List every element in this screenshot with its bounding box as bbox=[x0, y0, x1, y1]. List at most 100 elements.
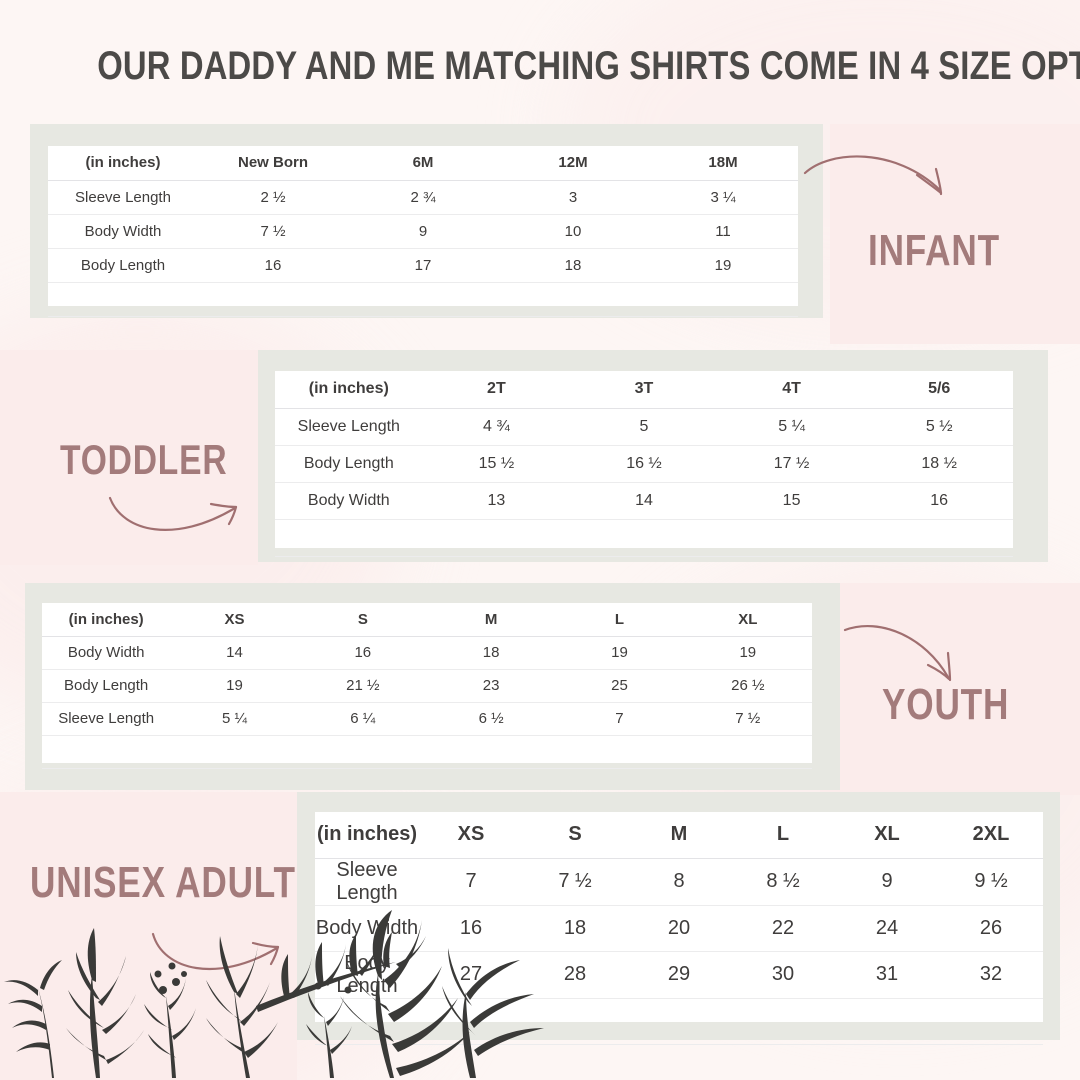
column-header: L bbox=[555, 603, 684, 637]
table-row: Body Width 16 18 20 22 24 26 bbox=[315, 905, 1043, 952]
column-header: 5/6 bbox=[865, 371, 1013, 409]
table-cell: 28 bbox=[523, 951, 627, 999]
category-label-infant: INFANT bbox=[868, 226, 1000, 275]
column-header: 2XL bbox=[939, 812, 1043, 859]
table-cell: 18 bbox=[498, 248, 648, 283]
table-row: Sleeve Length 2 ½ 2 ¾ 3 3 ¼ bbox=[48, 180, 798, 215]
table-cell: 19 bbox=[683, 636, 812, 670]
column-header-unit: (in inches) bbox=[275, 371, 423, 409]
column-header: S bbox=[298, 603, 427, 637]
table-cell: 30 bbox=[731, 951, 835, 999]
table-cell: 23 bbox=[426, 669, 556, 703]
column-header: 6M bbox=[348, 146, 498, 181]
table-cell: 25 bbox=[555, 669, 684, 703]
row-label: Body Width bbox=[48, 214, 198, 249]
table-cell: 24 bbox=[835, 905, 939, 952]
table-cell: 16 bbox=[298, 636, 427, 670]
table-row: Body Length 15 ½ 16 ½ 17 ½ 18 ½ bbox=[275, 445, 1013, 483]
table-row: Sleeve Length 5 ¼ 6 ¼ 6 ½ 7 7 ½ bbox=[42, 702, 812, 736]
table-cell: 17 bbox=[348, 248, 498, 283]
column-header-unit: (in inches) bbox=[48, 146, 198, 181]
column-header: M bbox=[426, 603, 556, 637]
table-row: Body Width 7 ½ 9 10 11 bbox=[48, 214, 798, 249]
row-label: Body Length bbox=[48, 248, 198, 283]
table-cell: 22 bbox=[731, 905, 835, 952]
table-cell: 17 ½ bbox=[717, 445, 866, 483]
table-cell: 31 bbox=[835, 951, 939, 999]
column-header-unit: (in inches) bbox=[42, 603, 171, 637]
table-cell: 13 bbox=[422, 482, 571, 520]
table-row: Body Width 14 16 18 19 19 bbox=[42, 636, 812, 670]
column-header-unit: (in inches) bbox=[315, 812, 419, 859]
table-row: Body Width 13 14 15 16 bbox=[275, 482, 1013, 520]
table-cell: 18 bbox=[523, 905, 627, 952]
table-cell: 6 ½ bbox=[426, 702, 556, 736]
table-cell: 5 ¼ bbox=[170, 702, 299, 736]
column-header: S bbox=[523, 812, 627, 859]
column-header: 12M bbox=[498, 146, 648, 181]
row-label: Sleeve Length bbox=[275, 408, 423, 446]
table-cell: 26 ½ bbox=[683, 669, 812, 703]
table-cell: 11 bbox=[648, 214, 798, 249]
table-row: Sleeve Length 4 ¾ 5 5 ¼ 5 ½ bbox=[275, 408, 1013, 446]
table-cell: 18 bbox=[426, 636, 556, 670]
table-cell: 7 bbox=[555, 702, 684, 736]
accent-block-adult bbox=[0, 792, 297, 1080]
table-row: Body Length 27 28 29 30 31 32 bbox=[315, 951, 1043, 999]
table-cell: 16 ½ bbox=[570, 445, 718, 483]
table-cell: 5 bbox=[570, 408, 718, 446]
table-row: Body Length 16 17 18 19 bbox=[48, 248, 798, 283]
table-cell: 14 bbox=[570, 482, 718, 520]
row-label: Sleeve Length bbox=[42, 702, 171, 736]
row-label: Body Length bbox=[275, 445, 423, 483]
table-cell: 7 ½ bbox=[683, 702, 812, 736]
table-filler-row bbox=[48, 282, 798, 317]
table-cell: 19 bbox=[648, 248, 798, 283]
table-cell: 7 bbox=[419, 858, 523, 906]
row-label: Sleeve Length bbox=[48, 180, 198, 215]
table-cell: 16 bbox=[419, 905, 523, 952]
table-cell: 29 bbox=[627, 951, 731, 999]
table-header-row: (in inches) New Born 6M 12M 18M bbox=[48, 146, 798, 181]
table-cell: 9 ½ bbox=[939, 858, 1043, 906]
table-cell: 15 bbox=[717, 482, 866, 520]
table-cell: 14 bbox=[170, 636, 299, 670]
table-cell: 21 ½ bbox=[298, 669, 427, 703]
row-label: Sleeve Length bbox=[315, 858, 419, 906]
table-row: Body Length 19 21 ½ 23 25 26 ½ bbox=[42, 669, 812, 703]
table-filler-row bbox=[42, 735, 812, 769]
table-cell: 3 bbox=[498, 180, 648, 215]
column-header: XS bbox=[170, 603, 299, 637]
column-header: 4T bbox=[717, 371, 866, 409]
row-label: Body Length bbox=[42, 669, 171, 703]
table-cell: 9 bbox=[835, 858, 939, 906]
table-header-row: (in inches) 2T 3T 4T 5/6 bbox=[275, 371, 1013, 409]
table-cell: 8 bbox=[627, 858, 731, 906]
table-cell: 9 bbox=[348, 214, 498, 249]
column-header: XS bbox=[419, 812, 523, 859]
size-table-infant: (in inches) New Born 6M 12M 18M Sleeve L… bbox=[48, 146, 798, 317]
table-header-row: (in inches) XS S M L XL 2XL bbox=[315, 812, 1043, 859]
accent-block-youth bbox=[820, 583, 1080, 795]
table-cell: 4 ¾ bbox=[422, 408, 571, 446]
table-cell: 26 bbox=[939, 905, 1043, 952]
category-label-youth: YOUTH bbox=[882, 680, 1010, 729]
category-label-toddler: TODDLER bbox=[60, 436, 228, 483]
column-header: XL bbox=[835, 812, 939, 859]
table-filler-row bbox=[315, 998, 1043, 1045]
table-filler-row bbox=[275, 519, 1013, 557]
table-cell: 15 ½ bbox=[422, 445, 571, 483]
table-cell: 27 bbox=[419, 951, 523, 999]
column-header: New Born bbox=[198, 146, 348, 181]
table-cell: 16 bbox=[198, 248, 348, 283]
table-cell: 7 ½ bbox=[523, 858, 627, 906]
size-table-youth: (in inches) XS S M L XL Body Width 14 16… bbox=[42, 603, 812, 769]
table-cell: 7 ½ bbox=[198, 214, 348, 249]
table-cell: 32 bbox=[939, 951, 1043, 999]
column-header: L bbox=[731, 812, 835, 859]
table-cell: 2 ¾ bbox=[348, 180, 498, 215]
table-cell: 18 ½ bbox=[865, 445, 1013, 483]
table-cell: 10 bbox=[498, 214, 648, 249]
size-table-adult: (in inches) XS S M L XL 2XL Sleeve Lengt… bbox=[315, 812, 1043, 1045]
column-header: M bbox=[627, 812, 731, 859]
